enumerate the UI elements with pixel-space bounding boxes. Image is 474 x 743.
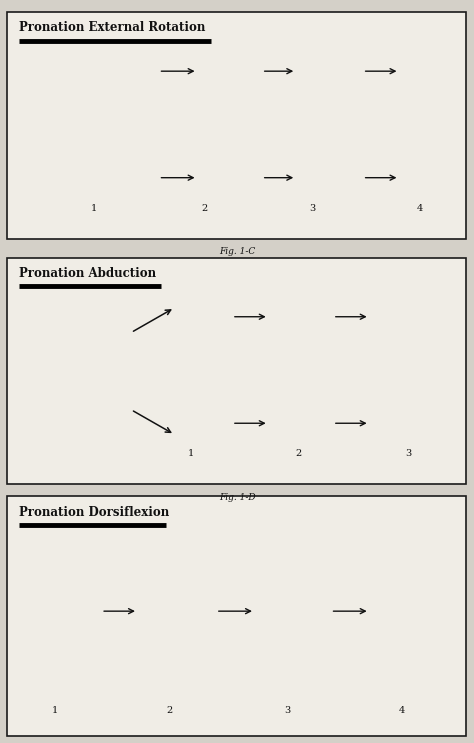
Text: 2: 2 bbox=[295, 450, 301, 458]
Text: 4: 4 bbox=[399, 707, 405, 716]
Text: Fig. 1-C: Fig. 1-C bbox=[219, 247, 255, 256]
Text: Pronation External Rotation: Pronation External Rotation bbox=[18, 22, 205, 34]
Text: 3: 3 bbox=[309, 204, 315, 212]
Text: 2: 2 bbox=[201, 204, 208, 212]
Text: 3: 3 bbox=[284, 707, 290, 716]
Text: Pronation Abduction: Pronation Abduction bbox=[18, 267, 155, 280]
Bar bbox=[7, 12, 466, 239]
Text: 2: 2 bbox=[167, 707, 173, 716]
Text: 4: 4 bbox=[417, 204, 423, 212]
Text: 3: 3 bbox=[405, 450, 412, 458]
Text: 1: 1 bbox=[188, 450, 194, 458]
Text: 1: 1 bbox=[52, 707, 58, 716]
Bar bbox=[7, 496, 466, 736]
Bar bbox=[7, 258, 466, 484]
Text: Pronation Dorsiflexion: Pronation Dorsiflexion bbox=[18, 506, 169, 519]
Text: Fig. 1-D: Fig. 1-D bbox=[219, 493, 255, 502]
Text: 1: 1 bbox=[91, 204, 98, 212]
